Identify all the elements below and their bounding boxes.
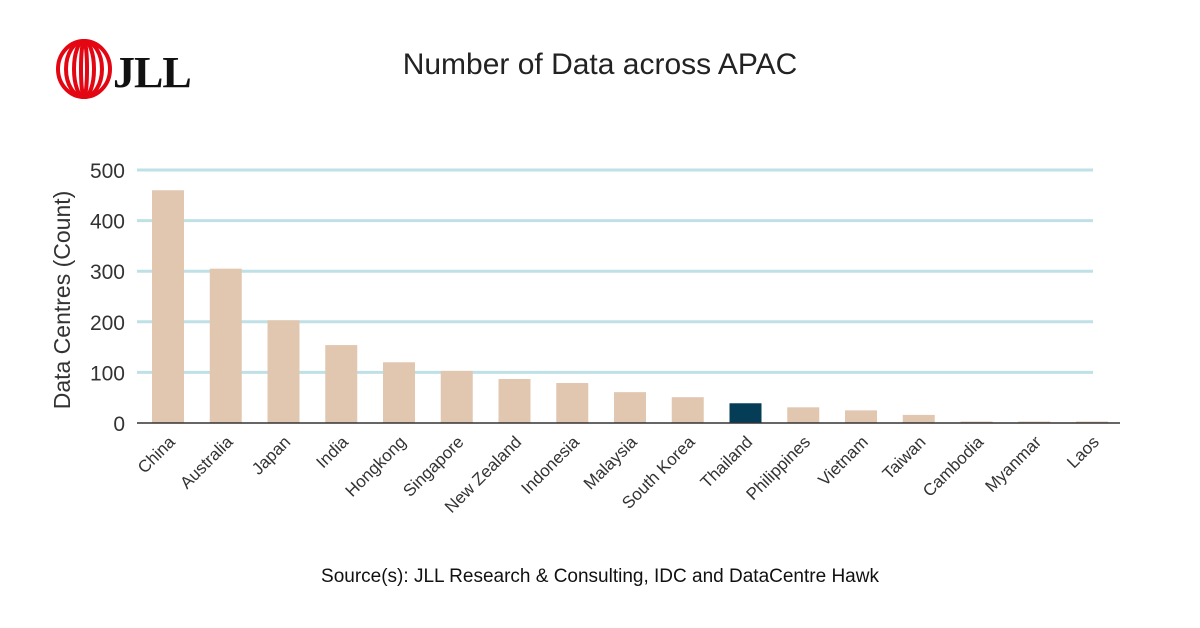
x-tick-label: Thailand (697, 432, 757, 492)
x-tick-label: Taiwan (879, 432, 930, 483)
y-tick-label: 400 (90, 211, 125, 234)
y-tick-label: 100 (90, 362, 125, 385)
bar-japan (267, 320, 300, 423)
bar-china (152, 190, 184, 423)
x-tick-label: Japan (248, 432, 294, 478)
bar-singapore (440, 370, 473, 423)
bar-myanmar (1018, 421, 1051, 423)
x-tick-label: Cambodia (919, 432, 988, 501)
bar-laos (1076, 421, 1108, 423)
x-tick-label: China (134, 432, 179, 477)
bar-malaysia (614, 392, 646, 423)
bar-new-zealand (498, 378, 531, 423)
bar-philippines (787, 407, 820, 423)
y-tick-label: 0 (113, 413, 125, 436)
x-tick-label: Australia (176, 432, 237, 493)
x-tick-label: Hongkong (342, 432, 410, 500)
y-tick-label: 200 (90, 312, 125, 335)
bar-indonesia (556, 383, 589, 423)
bar-thailand (729, 403, 762, 423)
bar-south-korea (671, 397, 704, 423)
x-tick-label: Indonesia (518, 432, 584, 498)
x-tick-label: India (313, 432, 353, 472)
y-tick-label: 300 (90, 261, 125, 284)
x-tick-label: Malaysia (580, 432, 641, 493)
y-tick-label: 500 (90, 160, 125, 183)
bar-cambodia (960, 421, 993, 423)
x-tick-label: Vietnam (815, 432, 872, 489)
y-axis-label: Data Centres (Count) (49, 191, 75, 410)
jll-logo-icon (56, 39, 112, 99)
bar-australia (209, 268, 242, 423)
bar-hongkong (383, 362, 415, 423)
source-note: Source(s): JLL Research & Consulting, ID… (321, 566, 879, 587)
logo-text: JLL (113, 48, 192, 97)
bar-taiwan (902, 414, 935, 423)
x-tick-label: Laos (1063, 432, 1103, 472)
bar-vietnam (845, 410, 877, 423)
x-tick-label: Myanmar (982, 432, 1046, 496)
chart-title: Number of Data across APAC (402, 48, 798, 81)
bar-india (325, 345, 358, 423)
